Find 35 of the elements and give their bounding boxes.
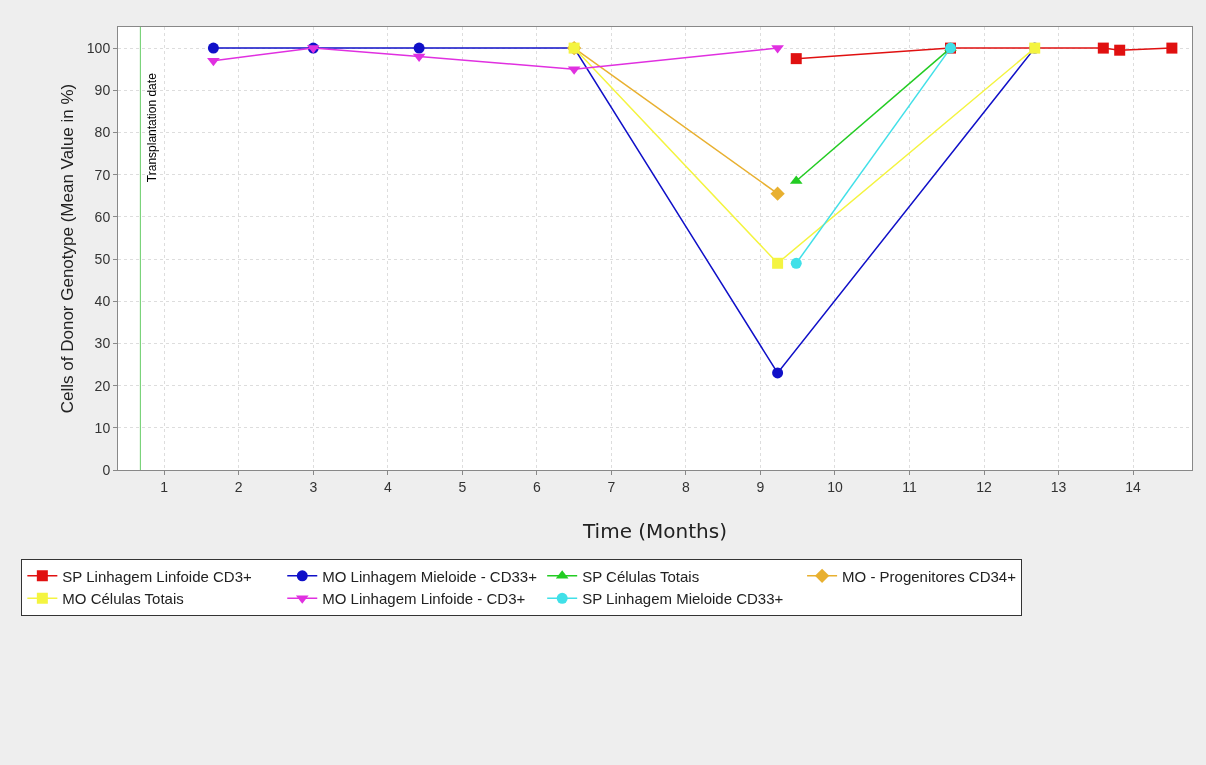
legend-label: MO Linhagem Linfoide - CD3+ xyxy=(322,590,526,608)
legend-label: SP Linhagem Mieloide CD33+ xyxy=(582,590,784,608)
x-tick-label: 14 xyxy=(1125,478,1142,495)
x-tick-label: 6 xyxy=(532,478,541,495)
x-tick-label: 3 xyxy=(309,478,318,495)
legend-label: SP Linhagem Linfoide CD3+ xyxy=(62,567,253,585)
x-axis-title: Time (Months) xyxy=(581,519,728,544)
y-tick-label: 0 xyxy=(102,461,111,478)
y-axis-title: Cells of Donor Genotype (Mean Value in %) xyxy=(58,83,78,414)
legend-label: MO Linhagem Mieloide - CD33+ xyxy=(322,567,538,585)
x-tick-label: 1 xyxy=(160,478,169,495)
y-tick-label: 80 xyxy=(94,124,111,141)
x-tick-label: 10 xyxy=(827,478,843,495)
legend-label: MO - Progenitores CD34+ xyxy=(842,567,1017,585)
y-tick-label: 100 xyxy=(86,40,111,56)
x-tick-label: 4 xyxy=(383,478,392,495)
x-tick-label: 2 xyxy=(234,478,243,495)
x-tick-label: 5 xyxy=(458,478,467,495)
x-tick-label: 9 xyxy=(756,478,765,495)
y-tick-label: 30 xyxy=(94,335,111,352)
legend-label: MO Células Totais xyxy=(62,590,184,608)
y-tick-label: 10 xyxy=(94,419,111,436)
ref-line-label: Transplantation date xyxy=(144,72,159,183)
y-tick-label: 20 xyxy=(94,377,111,394)
x-tick-label: 13 xyxy=(1050,478,1067,495)
y-tick-label: 70 xyxy=(94,166,111,183)
x-tick-label: 7 xyxy=(607,478,616,495)
y-tick-label: 50 xyxy=(94,250,111,267)
legend-label: SP Células Totais xyxy=(582,567,700,585)
y-tick-label: 90 xyxy=(94,82,111,99)
x-tick-label: 8 xyxy=(682,478,691,495)
x-tick-label: 11 xyxy=(902,478,917,495)
y-tick-label: 40 xyxy=(94,293,111,310)
x-tick-label: 12 xyxy=(976,478,993,495)
y-tick-label: 60 xyxy=(94,208,111,225)
